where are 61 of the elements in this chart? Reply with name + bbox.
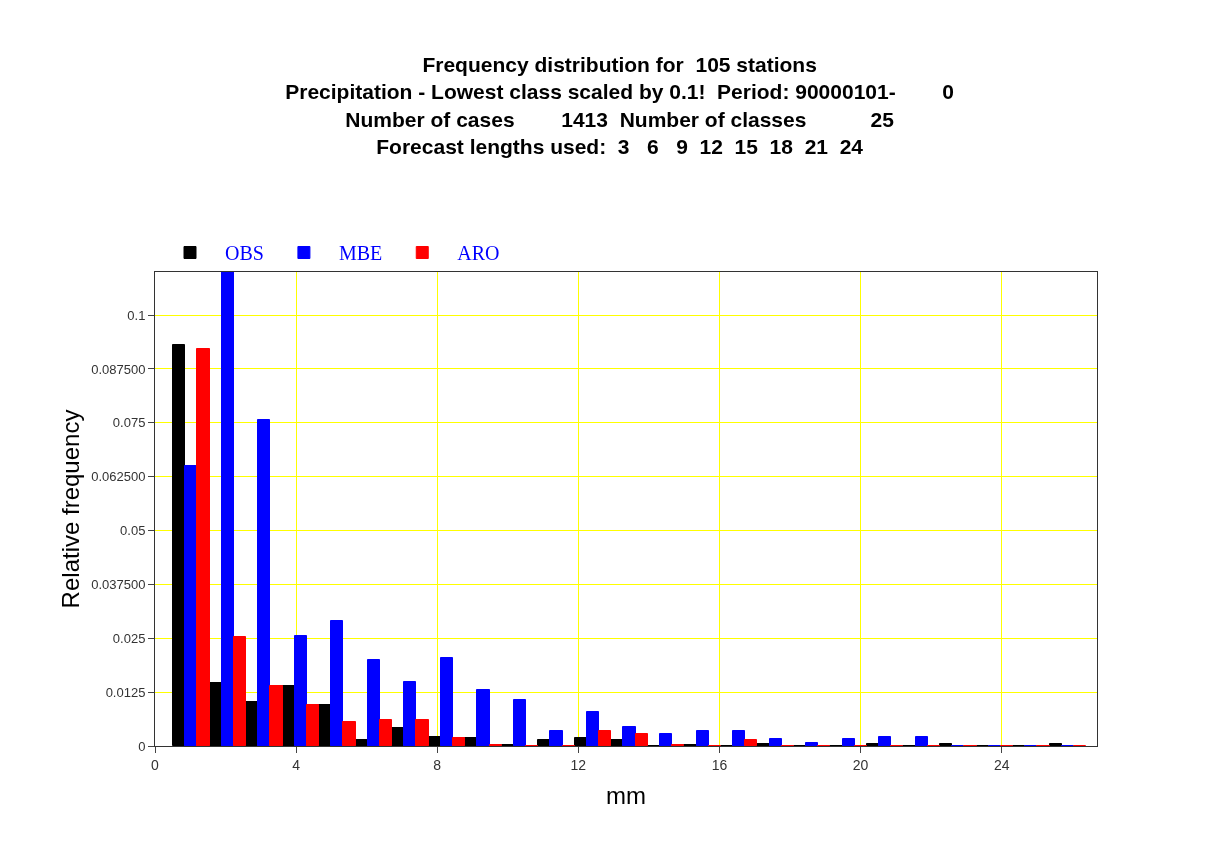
- bar: [196, 348, 210, 746]
- bar: [574, 737, 587, 746]
- y-axis-title: Relative frequency: [57, 409, 85, 609]
- bar: [257, 419, 270, 746]
- legend-label: OBS: [225, 242, 264, 265]
- x-axis-title: mm: [606, 782, 646, 810]
- bar: [221, 272, 234, 746]
- bar: [744, 739, 757, 746]
- bar: [635, 733, 648, 746]
- y-tick-label: 0.0125: [105, 684, 146, 700]
- x-tick-label: 4: [292, 756, 301, 773]
- bar: [1049, 743, 1062, 746]
- bar: [878, 736, 891, 746]
- bar: [172, 344, 185, 746]
- x-tick-label: 8: [433, 756, 442, 773]
- bar: [622, 726, 636, 746]
- chart-title: Frequency distribution for 105 stations: [422, 53, 817, 76]
- bar: [233, 636, 246, 746]
- y-tick-label: 0: [138, 738, 146, 754]
- y-tick-label: 0.05: [120, 523, 146, 539]
- bar: [696, 730, 709, 746]
- x-tick-label: 20: [852, 756, 869, 773]
- bar: [732, 730, 745, 746]
- y-tick-label: 0.062500: [91, 469, 146, 485]
- bar: [452, 737, 465, 746]
- bar: [294, 635, 307, 746]
- bar: [939, 743, 952, 746]
- bar: [842, 738, 855, 746]
- bar: [549, 730, 563, 746]
- bar: [513, 699, 526, 746]
- y-tick-label: 0.087500: [91, 361, 146, 377]
- bar: [342, 721, 356, 746]
- bar: [403, 681, 416, 746]
- bar: [537, 739, 550, 746]
- chart-subtitle: Precipitation - Lowest class scaled by 0.1! Period: 90000101- 0 Number of cases 1413 Number of classes 25 Forecast lengths used: 3 6 9 12 15 18 21 24: [285, 80, 955, 158]
- bar: [659, 733, 672, 746]
- bar: [306, 704, 319, 746]
- y-tick-label: 0.1: [127, 307, 146, 323]
- bar: [184, 465, 197, 746]
- bar: [769, 738, 782, 746]
- x-tick-label: 12: [570, 756, 587, 773]
- legend-label: ARO: [457, 242, 500, 265]
- bar: [415, 719, 429, 746]
- y-tick-label: 0.075: [112, 415, 146, 431]
- x-tick-label: 0: [151, 756, 160, 773]
- x-tick-label: 24: [993, 756, 1010, 773]
- bar: [379, 719, 392, 746]
- x-tick-label: 16: [711, 756, 728, 773]
- bar: [866, 743, 879, 746]
- bar: [330, 620, 343, 746]
- bar: [476, 689, 490, 746]
- bar: [440, 657, 453, 746]
- bar: [598, 730, 611, 746]
- bar: [269, 685, 283, 746]
- bar: [915, 736, 928, 746]
- y-tick-label: 0.037500: [91, 576, 146, 592]
- bar: [805, 742, 818, 746]
- y-tick-label: 0.025: [112, 630, 146, 646]
- bar: [586, 711, 599, 746]
- bar: [367, 659, 380, 746]
- legend-label: MBE: [338, 242, 383, 265]
